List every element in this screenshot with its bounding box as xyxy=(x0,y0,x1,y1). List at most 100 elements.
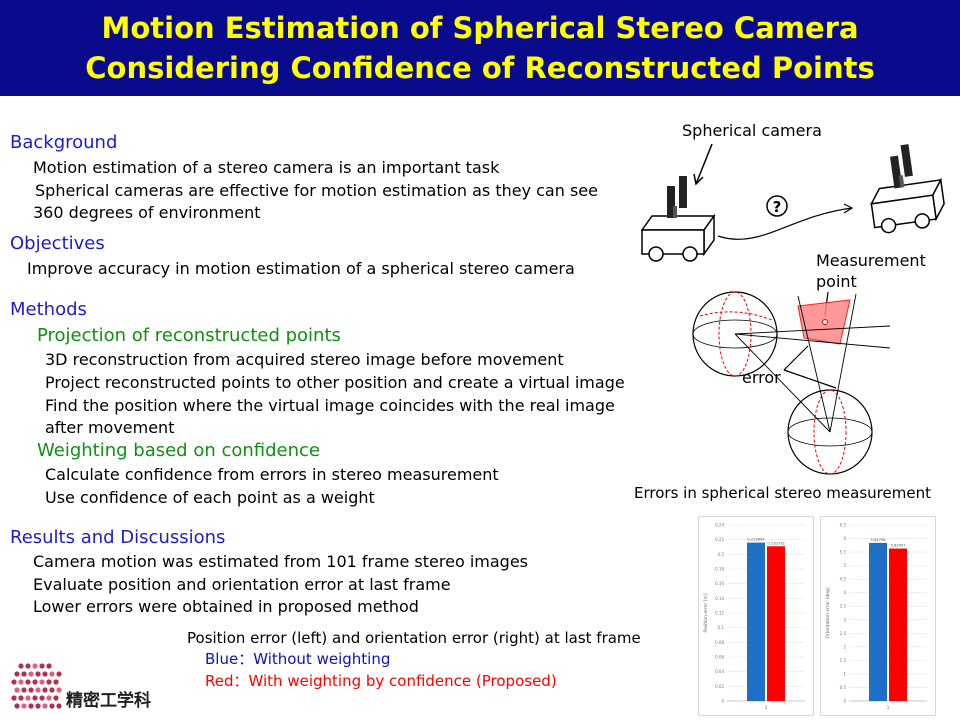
logo-dot xyxy=(11,695,17,701)
y-axis-label: Position error [m] xyxy=(703,593,709,632)
y-tick-label: 0.06 xyxy=(715,655,724,660)
y-tick-label: 5 xyxy=(843,563,846,568)
logo-dot xyxy=(32,679,38,685)
question-mark: ? xyxy=(773,198,782,216)
robot-before-icon xyxy=(640,176,716,262)
y-tick-label: 0.14 xyxy=(715,596,724,601)
background-line-2: Spherical cameras are effective for moti… xyxy=(35,181,598,200)
objectives-line-1: Improve accuracy in motion estimation of… xyxy=(27,259,575,278)
logo-dot xyxy=(11,679,17,685)
bar-data-label: 0.215694 xyxy=(747,538,765,542)
logo-dot xyxy=(18,679,24,685)
projection-line-3: Find the position where the virtual imag… xyxy=(45,396,615,415)
logo-dot xyxy=(18,695,24,701)
y-tick-label: 0.08 xyxy=(715,640,724,645)
y-tick-label: 0.02 xyxy=(715,684,724,689)
logo-dot xyxy=(21,671,27,677)
logo-dot xyxy=(25,695,31,701)
y-tick-label: 0.24 xyxy=(715,523,724,528)
logo-dot xyxy=(56,687,62,693)
y-tick-label: 2.5 xyxy=(840,631,847,636)
y-tick-label: 6.5 xyxy=(840,523,847,528)
logo-dot xyxy=(42,671,48,677)
objectives-heading: Objectives xyxy=(10,233,105,254)
logo-dot xyxy=(42,703,48,709)
question-icon xyxy=(766,195,788,217)
projection-line-1: 3D reconstruction from acquired stereo i… xyxy=(45,350,564,369)
y-tick-label: 3.5 xyxy=(840,604,847,609)
measurement-point-label-1: Measurement xyxy=(816,251,926,270)
results-line-3: Lower errors were obtained in proposed m… xyxy=(33,597,419,616)
logo-dot xyxy=(46,679,52,685)
y-tick-label: 3 xyxy=(843,617,846,622)
errors-caption: Errors in spherical stereo measurement xyxy=(634,484,931,502)
results-caption: Position error (left) and orientation er… xyxy=(187,629,641,647)
title-line-2: Considering Confidence of Reconstructed … xyxy=(85,51,875,85)
logo-dot xyxy=(46,663,52,669)
logo-text: 精密工学科 xyxy=(66,691,151,711)
bar-data-label: 5.63457 xyxy=(891,544,906,548)
logo: 精密工学科 xyxy=(8,660,178,716)
y-tick-label: 0.1 xyxy=(718,625,725,630)
logo-dot xyxy=(49,671,55,677)
y-tick-label: 0.18 xyxy=(715,567,724,572)
weighting-heading: Weighting based on confidence xyxy=(37,440,320,461)
logo-dot xyxy=(32,695,38,701)
y-tick-label: 0.12 xyxy=(715,611,724,616)
camera-pointer-line xyxy=(695,143,713,185)
y-tick-label: 6 xyxy=(843,536,846,541)
logo-dot xyxy=(28,703,34,709)
results-line-2: Evaluate position and orientation error … xyxy=(33,575,451,594)
logo-dot xyxy=(42,687,48,693)
y-tick-label: 4.5 xyxy=(840,577,847,582)
y-tick-label: 0.16 xyxy=(715,581,724,586)
logo-dot xyxy=(35,671,41,677)
title-line-1: Motion Estimation of Spherical Stereo Ca… xyxy=(101,11,859,45)
logo-dot xyxy=(28,671,34,677)
bar-data-label: 0.210733 xyxy=(767,541,784,545)
logo-dot xyxy=(46,695,52,701)
y-tick-label: 1 xyxy=(843,671,846,676)
logo-dots-icon xyxy=(11,663,62,709)
logo-dot xyxy=(18,663,24,669)
bar-with-weighting xyxy=(767,546,785,701)
measurement-point-marker xyxy=(822,319,828,325)
bar-without-weighting xyxy=(747,542,765,701)
y-tick-label: 1.5 xyxy=(840,658,847,663)
y-tick-label: 5.5 xyxy=(840,550,847,555)
weighting-line-2: Use confidence of each point as a weight xyxy=(45,488,375,507)
x-tick-label: 1 xyxy=(765,705,768,711)
position-error-chart-panel: 0 0.02 0.04 0.06 0.08 0.1 0.12 0.14 0.16 0.18 0.2 0… xyxy=(698,516,814,716)
results-line-1: Camera motion was estimated from 101 fra… xyxy=(33,552,528,571)
logo-dot xyxy=(14,703,20,709)
y-axis-label: Orientation error [deg] xyxy=(825,587,831,638)
legend-blue: Blue：Without weighting xyxy=(205,650,391,668)
bar-without-weighting xyxy=(869,542,887,701)
logo-dot xyxy=(28,687,34,693)
logo-dot xyxy=(35,703,41,709)
error-label: error xyxy=(742,368,781,387)
spherical-camera-label: Spherical camera xyxy=(682,121,822,140)
projection-heading: Projection of reconstructed points xyxy=(37,325,341,346)
logo-dot xyxy=(39,679,45,685)
y-tick-label: 0.04 xyxy=(715,669,724,674)
logo-dot xyxy=(25,663,31,669)
motion-arrow xyxy=(717,207,853,240)
y-tick-label: 4 xyxy=(843,590,846,595)
orientation-error-chart-panel: 0 0.5 1 1.5 2 2.5 3 3.5 4 4.5 5 5.5 6 6.5 Orientation … xyxy=(820,516,936,716)
logo-dot xyxy=(53,679,59,685)
title-banner: Motion Estimation of Spherical Stereo Ca… xyxy=(0,0,960,96)
logo-dot xyxy=(14,687,20,693)
logo-dot xyxy=(21,687,27,693)
bar-data-label: 5.84798 xyxy=(871,538,887,542)
measurement-point-label-2: point xyxy=(816,272,857,291)
logo-dot xyxy=(39,663,45,669)
background-heading: Background xyxy=(10,132,118,153)
logo-dot xyxy=(25,679,31,685)
logo-dot xyxy=(49,703,55,709)
y-tick-label: 0 xyxy=(721,699,724,704)
robot-after-icon xyxy=(870,144,945,234)
background-line-1: Motion estimation of a stereo camera is … xyxy=(33,158,500,177)
orientation-error-chart: 0 0.5 1 1.5 2 2.5 3 3.5 4 4.5 5 5.5 6 6.5 Orientation … xyxy=(825,523,927,711)
background-line-3: 360 degrees of environment xyxy=(33,203,261,222)
